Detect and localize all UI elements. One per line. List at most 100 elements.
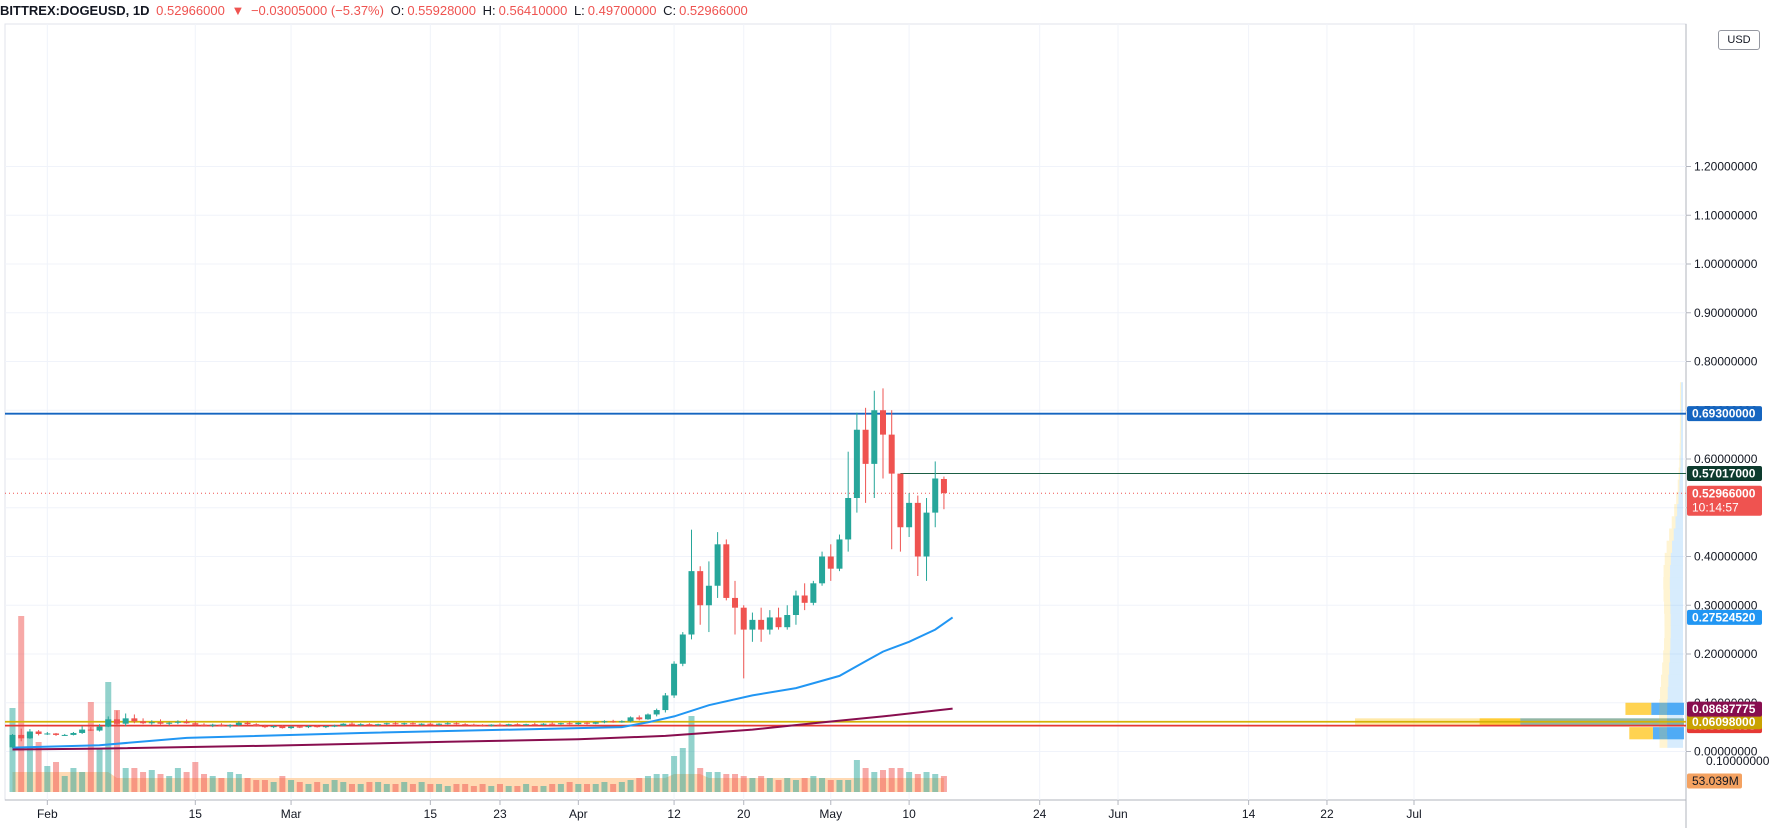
candle <box>331 724 338 728</box>
candle <box>453 722 460 725</box>
candle-body <box>610 721 617 723</box>
candle <box>305 725 312 729</box>
candle-body <box>53 733 60 735</box>
x-tick-label: May <box>819 807 842 821</box>
candle <box>810 580 817 606</box>
candle <box>505 723 512 727</box>
candle <box>18 728 25 742</box>
candle <box>853 412 860 513</box>
candle-body <box>253 724 260 727</box>
candle-body <box>496 724 503 726</box>
horizontal-lines[interactable] <box>5 412 1686 727</box>
y-tick-label: 0.30000000 <box>1694 598 1758 612</box>
volume-bar <box>592 784 599 792</box>
candle <box>53 732 60 736</box>
candle <box>557 722 564 726</box>
volume-bar <box>131 768 138 792</box>
ma-slow-line <box>12 707 953 751</box>
candle <box>157 719 164 725</box>
volume-bar <box>357 784 364 792</box>
currency-badge[interactable]: USD <box>1718 30 1760 50</box>
volume-bar <box>392 784 399 792</box>
candle-body <box>140 721 147 724</box>
candle-body <box>871 410 878 464</box>
right-profile-bar <box>1679 418 1681 431</box>
candle-body <box>444 723 451 725</box>
price-tag-subtext: 10:14:57 <box>1692 500 1739 514</box>
candle-body <box>366 724 373 726</box>
candle <box>140 718 147 725</box>
candle <box>819 551 826 586</box>
symbol-header: BITTREX:DOGEUSD, 1D 0.52966000 ▼ −0.0300… <box>0 0 1400 22</box>
candle <box>845 451 852 552</box>
right-profile-bar <box>1663 650 1670 663</box>
y-tick-label: 0.90000000 <box>1694 306 1758 320</box>
close-label: C: <box>663 3 677 18</box>
volume-profile-blue <box>1651 702 1684 715</box>
right-profile-bar <box>1660 686 1668 700</box>
volume-bar <box>940 776 947 792</box>
candle-body <box>209 724 216 726</box>
volume-bar <box>784 778 791 792</box>
candle <box>383 722 390 726</box>
candle-body <box>766 617 773 630</box>
y-tick-label: 0.80000000 <box>1694 355 1758 369</box>
candles[interactable] <box>9 388 947 748</box>
volume-bar <box>288 780 295 792</box>
candle-body <box>906 502 913 528</box>
candle-body <box>514 724 521 726</box>
volume-bar <box>523 784 530 792</box>
volume-bar <box>679 748 686 792</box>
change-arrow-icon: ▼ <box>231 3 245 18</box>
right-profile-bar <box>1670 625 1683 639</box>
right-profile-bar <box>1659 699 1668 712</box>
candle <box>740 605 747 679</box>
candle-body <box>227 725 234 727</box>
candle-body <box>9 734 16 748</box>
volume-bar <box>253 780 260 792</box>
candle-body <box>157 722 164 724</box>
right-profile-bar <box>1669 577 1683 590</box>
candle-body <box>305 726 312 728</box>
volume-bar <box>836 780 843 792</box>
candle <box>131 714 138 724</box>
volume-bar <box>87 702 94 792</box>
volume-bar <box>819 778 826 792</box>
x-tick-label: Feb <box>37 807 58 821</box>
candle-body <box>749 619 756 630</box>
x-tick-label: 22 <box>1320 807 1334 821</box>
volume-bar <box>662 774 669 792</box>
candle-body <box>810 583 817 603</box>
x-tick-label: 15 <box>424 807 438 821</box>
right-profile-bar <box>1670 552 1683 566</box>
volume-bar <box>636 778 643 792</box>
symbol-label[interactable]: BITTREX:DOGEUSD, 1D <box>0 3 150 18</box>
y-tick-label: 1.20000000 <box>1694 160 1758 174</box>
right-profile-bar <box>1667 699 1683 712</box>
candle-body <box>105 719 112 727</box>
candle <box>44 732 51 735</box>
candle-body <box>775 617 782 628</box>
volume-bar <box>923 772 930 792</box>
right-profile-bar <box>1671 516 1676 529</box>
right-profile-bar <box>1666 540 1673 553</box>
volume-bar <box>174 768 181 792</box>
volume-bar <box>366 782 373 792</box>
candle-body <box>122 718 129 724</box>
volume-bar <box>601 782 608 792</box>
candle-body <box>288 726 295 729</box>
candle-body <box>479 725 486 727</box>
low-label: L: <box>573 3 585 18</box>
right-profile-bar <box>1677 479 1680 492</box>
candle-body <box>897 473 904 528</box>
volume-tag-text: 53.039M <box>1692 774 1739 788</box>
candle <box>575 722 582 726</box>
candle-body <box>70 732 77 735</box>
volume-bars <box>9 616 947 792</box>
x-tick-label: Jun <box>1108 807 1127 821</box>
volume-bar <box>79 772 86 792</box>
candle <box>409 722 416 725</box>
volume-profile-blue <box>1652 727 1684 740</box>
low-value: 0.49700000 <box>587 3 657 18</box>
